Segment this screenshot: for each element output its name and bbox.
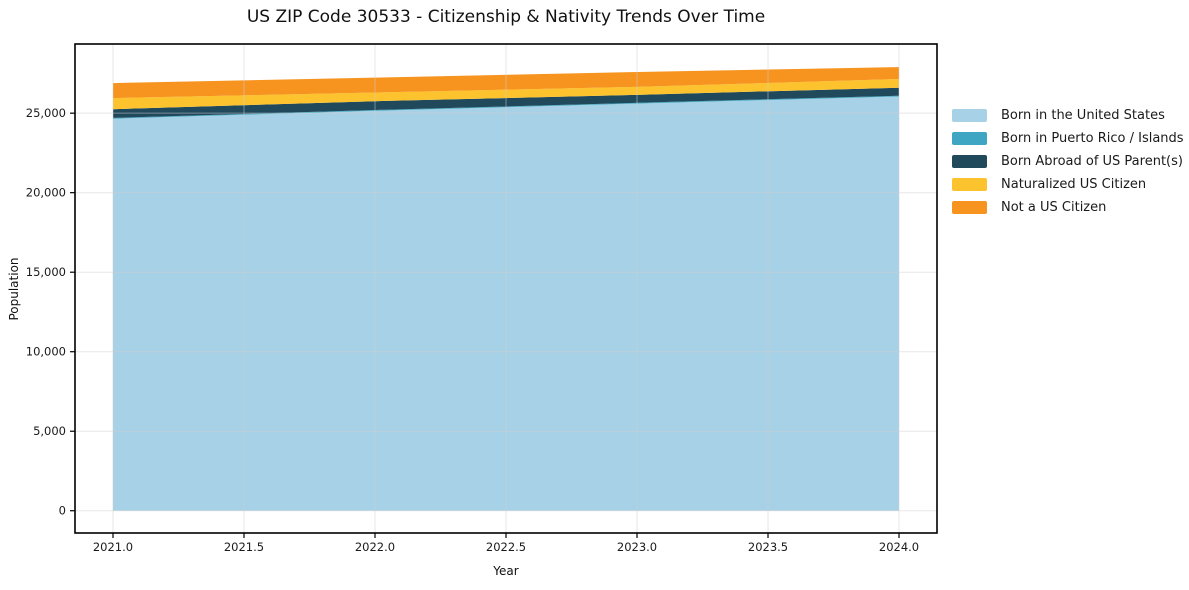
legend-item-3: Naturalized US Citizen xyxy=(952,173,1184,196)
legend-label: Naturalized US Citizen xyxy=(1001,177,1147,192)
legend-swatch-icon xyxy=(952,201,987,214)
x-tick-label: 2024.0 xyxy=(879,540,919,554)
x-tick-label: 2022.5 xyxy=(486,540,526,554)
legend-label: Born in Puerto Rico / Islands xyxy=(1001,131,1184,146)
x-tick-label: 2022.0 xyxy=(355,540,395,554)
x-axis-label: Year xyxy=(493,564,519,578)
legend-item-2: Born Abroad of US Parent(s) xyxy=(952,150,1184,173)
legend-label: Born Abroad of US Parent(s) xyxy=(1001,154,1183,169)
y-tick-label: 10,000 xyxy=(26,345,66,359)
legend-swatch-icon xyxy=(952,155,987,168)
chart-title: US ZIP Code 30533 - Citizenship & Nativi… xyxy=(246,7,766,27)
y-tick-label: 15,000 xyxy=(26,265,66,279)
y-tick-label: 20,000 xyxy=(26,186,66,200)
y-axis-label: Population xyxy=(7,257,21,321)
y-tick-label: 25,000 xyxy=(26,106,66,120)
x-tick-label: 2021.5 xyxy=(224,540,264,554)
legend: Born in the United States Born in Puerto … xyxy=(952,104,1184,219)
legend-label: Not a US Citizen xyxy=(1001,200,1107,215)
x-tick-label: 2023.0 xyxy=(617,540,657,554)
x-tick-label: 2023.5 xyxy=(748,540,788,554)
y-tick-label: 0 xyxy=(59,504,66,518)
legend-swatch-icon xyxy=(952,178,987,191)
legend-item-0: Born in the United States xyxy=(952,104,1184,127)
legend-swatch-icon xyxy=(952,109,987,122)
y-tick-label: 5,000 xyxy=(33,424,66,438)
legend-item-1: Born in Puerto Rico / Islands xyxy=(952,127,1184,150)
x-tick-label: 2021.0 xyxy=(93,540,133,554)
legend-swatch-icon xyxy=(952,132,987,145)
legend-label: Born in the United States xyxy=(1001,108,1165,123)
legend-item-4: Not a US Citizen xyxy=(952,196,1184,219)
